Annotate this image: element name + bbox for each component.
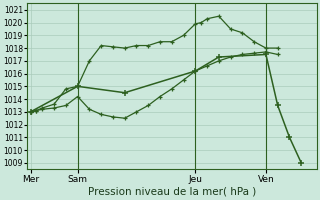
X-axis label: Pression niveau de la mer( hPa ): Pression niveau de la mer( hPa ) [88, 187, 256, 197]
